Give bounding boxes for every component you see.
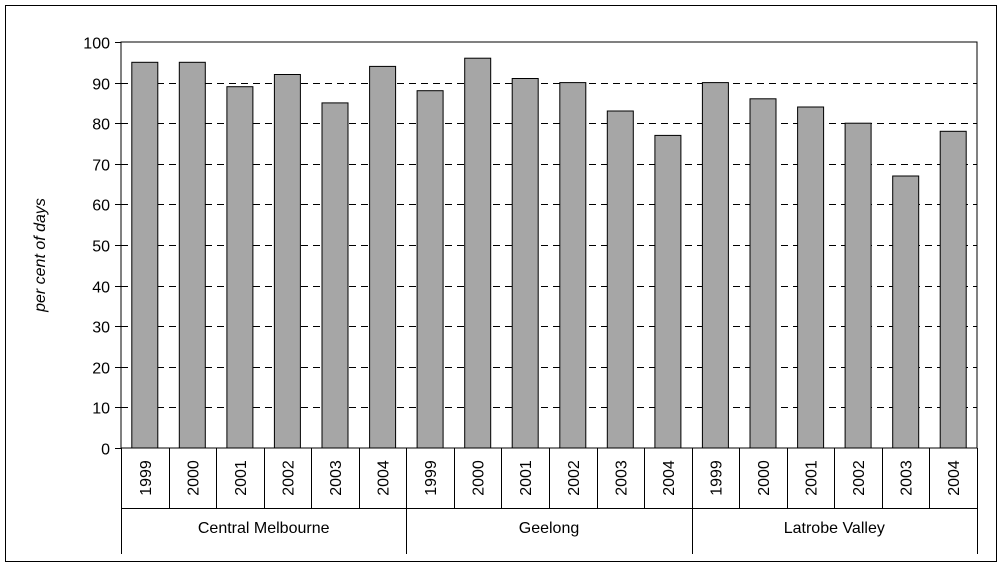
x-category-label: 2002: [851, 460, 868, 496]
bar: [464, 57, 492, 449]
bar: [939, 130, 967, 449]
y-tick-label: 20: [92, 361, 110, 378]
bar: [559, 82, 587, 449]
y-tick-label: 40: [92, 280, 110, 297]
bar: [178, 61, 206, 449]
bar: [844, 122, 872, 449]
x-category-label: 2001: [804, 460, 821, 496]
x-category-label: 2003: [899, 460, 916, 496]
chart-frame: 0 10 20 30 40 50 60 70 80 90 100 1999 2000 2001 2002 20…: [5, 5, 997, 562]
labels: 0 10 20 30 40 50 60 70 80 90 100 1999 2000 2001 2002 20…: [83, 36, 963, 538]
bar: [654, 134, 682, 449]
y-tick-label: 60: [92, 198, 110, 215]
bar: [606, 110, 634, 449]
bar: [511, 78, 539, 449]
x-category-label: 2001: [518, 460, 535, 496]
bar-chart: 0 10 20 30 40 50 60 70 80 90 100 1999 2000 2001 2002 20…: [32, 36, 978, 554]
y-axis-label: per cent of days: [32, 198, 49, 313]
x-category-label: 2002: [566, 460, 583, 496]
y-tick-label: 30: [92, 320, 110, 337]
y-tick-label: 70: [92, 158, 110, 175]
y-tick-label: 100: [83, 36, 110, 53]
bar: [797, 106, 825, 449]
x-category-label: 2004: [376, 460, 393, 496]
bar: [369, 65, 397, 449]
bar: [416, 90, 444, 449]
y-tick-label: 50: [92, 239, 110, 256]
bar: [131, 61, 159, 449]
x-category-label: 2003: [328, 460, 345, 496]
x-category-label: 2001: [233, 460, 250, 496]
x-category-label: 2000: [756, 460, 773, 496]
x-category-label: 1999: [708, 460, 725, 496]
x-category-label: 1999: [138, 460, 155, 496]
x-category-label: 1999: [423, 460, 440, 496]
x-category-label: 2000: [185, 460, 202, 496]
x-category-label: 2003: [613, 460, 630, 496]
bar: [749, 98, 777, 449]
y-tick-label: 0: [101, 442, 110, 459]
x-group-label: Geelong: [519, 520, 580, 537]
y-tick-label: 80: [92, 117, 110, 134]
bars: [131, 57, 967, 449]
y-tick-label: 90: [92, 77, 110, 94]
x-category-label: 2004: [661, 460, 678, 496]
axes: [115, 41, 978, 554]
bar: [701, 82, 729, 449]
bar: [273, 74, 301, 449]
x-category-label: 2002: [280, 460, 297, 496]
gridlines: [121, 83, 977, 408]
y-tick-label: 10: [92, 401, 110, 418]
bar: [892, 175, 920, 449]
x-category-label: 2000: [471, 460, 488, 496]
bar: [226, 86, 254, 449]
x-group-label: Latrobe Valley: [784, 520, 885, 537]
x-group-label: Central Melbourne: [198, 520, 330, 537]
bar: [321, 102, 349, 449]
x-category-label: 2004: [946, 460, 963, 496]
